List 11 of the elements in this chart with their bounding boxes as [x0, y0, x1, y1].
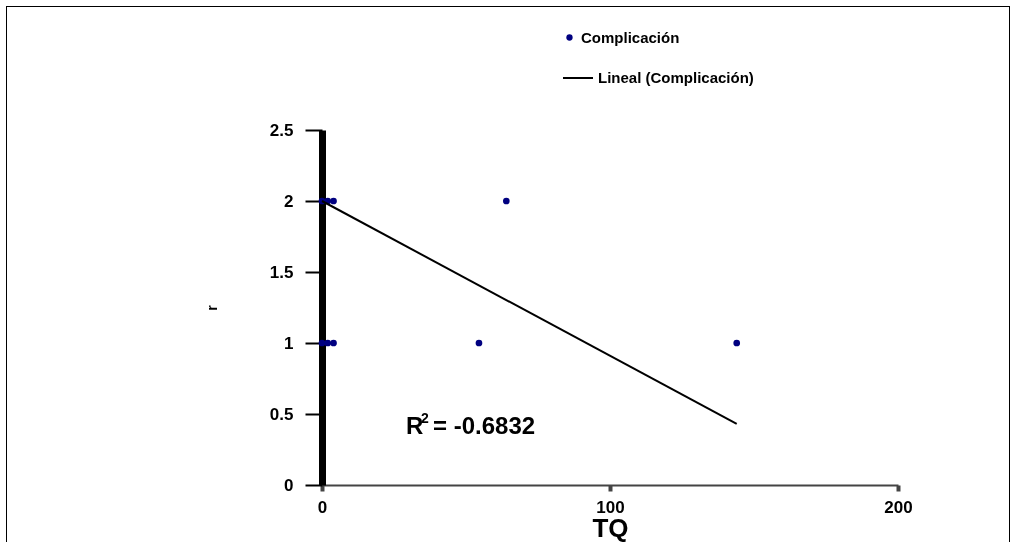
- y-tick-label: 0: [284, 475, 294, 495]
- x-tick-label: 0: [317, 497, 328, 517]
- y-tick-label: 1.5: [269, 262, 294, 282]
- legend-label: Lineal (Complicación): [598, 69, 754, 86]
- y-tick-label: 1: [284, 333, 294, 353]
- y-axis-title: r: [203, 304, 220, 311]
- x-tick-label: 200: [884, 497, 913, 517]
- y-tick-label: 2.5: [269, 120, 294, 140]
- y-tick-label: 2: [284, 191, 294, 211]
- legend-label: Complicación: [581, 28, 680, 46]
- y-tick-label: 0.5: [269, 404, 294, 424]
